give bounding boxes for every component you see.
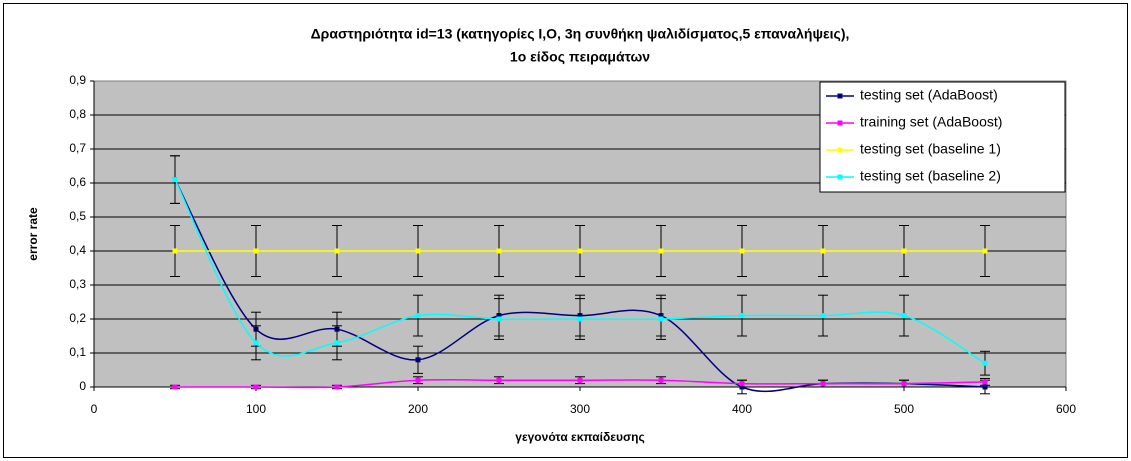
y-tick-label: 0 [79,379,86,393]
marker [496,316,502,322]
series-line [174,179,986,364]
legend-label: testing set (baseline 1) [860,141,1001,157]
marker [901,313,907,319]
marker [172,177,178,183]
y-tick-label: 0,4 [69,243,86,257]
marker [415,357,421,363]
marker [334,248,340,254]
legend-box [819,81,1066,193]
chart-title: 1ο είδος πειραμάτων [510,49,650,65]
marker [739,381,745,387]
marker [253,248,259,254]
legend-marker [837,174,843,180]
marker [253,384,259,390]
y-tick-label: 0,2 [69,311,86,325]
marker [658,377,664,383]
legend-label: testing set (baseline 2) [860,168,1001,184]
marker [739,248,745,254]
marker [334,384,340,390]
marker [172,384,178,390]
marker [415,313,421,319]
y-tick-label: 0,8 [69,107,86,121]
x-tick-label: 300 [570,402,590,416]
y-axis-title: error rate [26,207,40,261]
y-tick-label: 0,1 [69,345,86,359]
marker [172,248,178,254]
marker [577,248,583,254]
marker [982,384,988,390]
x-tick-label: 500 [894,402,914,416]
marker [577,377,583,383]
marker [415,377,421,383]
marker [901,248,907,254]
marker [253,340,259,346]
marker [496,377,502,383]
y-tick-label: 0,9 [69,73,86,87]
marker [496,248,502,254]
marker [415,248,421,254]
legend-label: training set (AdaBoost) [860,114,1002,130]
marker [820,248,826,254]
x-tick-label: 200 [408,402,428,416]
marker [820,313,826,319]
marker [658,316,664,322]
y-tick-label: 0,5 [69,209,86,223]
marker [739,313,745,319]
marker [820,381,826,387]
y-tick-label: 0,7 [69,141,86,155]
x-tick-label: 0 [91,402,98,416]
chart-title: Δραστηριότητα id=13 (κατηγορίες Ι,Ο, 3η … [311,26,850,42]
y-tick-label: 0,6 [69,175,86,189]
marker [901,381,907,387]
marker [334,340,340,346]
x-tick-label: 600 [1056,402,1076,416]
marker [982,248,988,254]
marker [658,248,664,254]
legend-marker [837,93,843,99]
x-tick-label: 400 [732,402,752,416]
x-tick-label: 100 [246,402,266,416]
marker [577,316,583,322]
legend-marker [837,147,843,153]
marker [982,360,988,366]
y-tick-label: 0,3 [69,277,86,291]
legend-label: testing set (AdaBoost) [860,87,998,103]
marker [982,379,988,385]
x-axis-title: γεγονότα εκπαίδευσης [515,430,644,444]
legend-marker [837,120,843,126]
